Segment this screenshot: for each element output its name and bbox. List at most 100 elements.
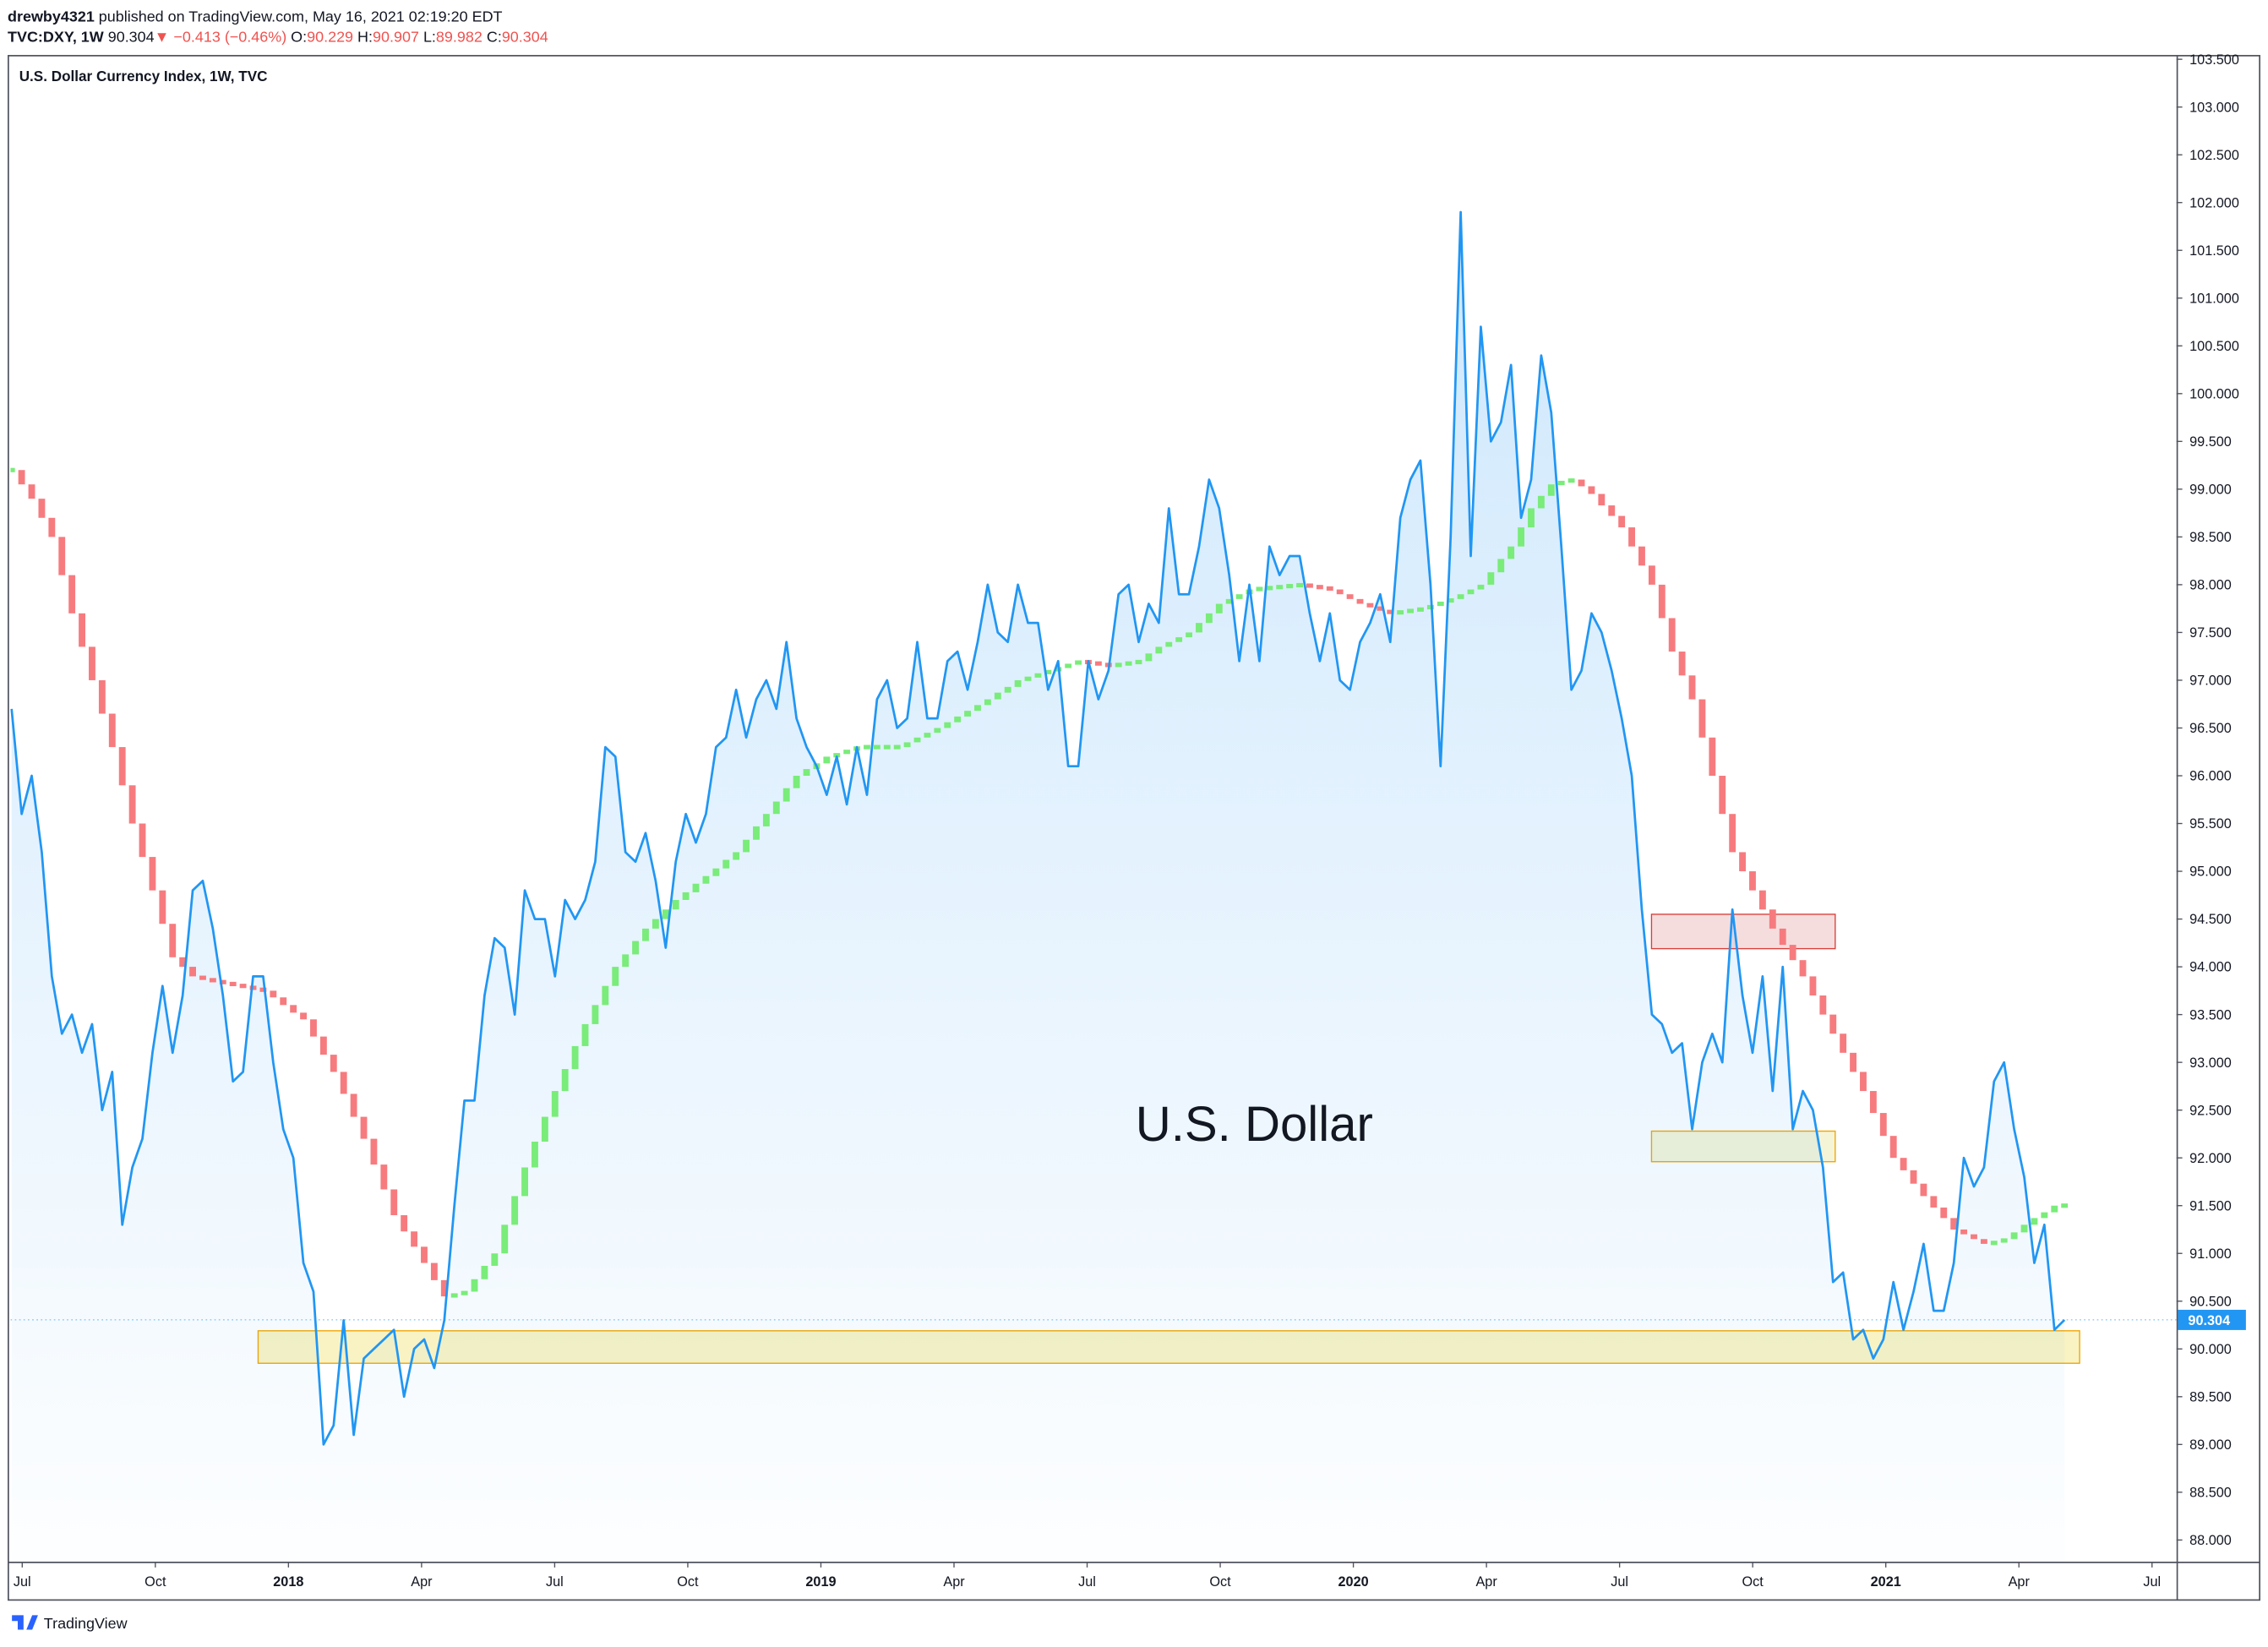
ma-block: [1769, 909, 1776, 929]
ma-block: [199, 975, 206, 980]
ma-block: [753, 826, 760, 840]
ma-block: [1205, 613, 1213, 624]
change: −0.413 (−0.46%): [173, 29, 286, 46]
y-tick-label: 97.500: [2189, 625, 2232, 641]
ma-block: [1518, 527, 1525, 547]
ma-block: [38, 499, 46, 518]
ma-block: [873, 744, 880, 750]
ma-block: [1809, 976, 1817, 996]
ma-block: [1094, 661, 1102, 666]
ma-block: [1658, 584, 1666, 619]
ma-block: [2051, 1205, 2058, 1213]
arrow: ▼: [155, 29, 170, 46]
ma-block: [440, 1279, 448, 1297]
x-tick-label: Apr: [1475, 1574, 1497, 1590]
ma-block: [803, 769, 810, 776]
ma-block: [10, 467, 15, 472]
ma-block: [1598, 494, 1606, 506]
x-tick-label: Apr: [2009, 1574, 2031, 1590]
ma-block: [239, 984, 247, 989]
ma-block: [2020, 1224, 2028, 1233]
ma-block: [360, 1116, 368, 1139]
ma-block: [1276, 585, 1284, 590]
ma-block: [864, 744, 870, 750]
ma-block: [581, 1023, 589, 1046]
ma-block: [118, 747, 126, 786]
y-tick-label: 101.500: [2189, 243, 2239, 259]
ma-block: [833, 753, 841, 758]
y-tick-label: 96.000: [2189, 769, 2232, 784]
ma-block: [1235, 594, 1243, 599]
ma-block: [1215, 603, 1223, 614]
ma-block: [149, 857, 156, 891]
ma-block: [1457, 594, 1464, 599]
ma-block: [169, 924, 177, 957]
y-tick-label: 88.500: [2189, 1486, 2232, 1501]
ma-block: [883, 744, 891, 750]
ma-block: [561, 1069, 569, 1092]
y-tick-label: 96.500: [2189, 721, 2232, 736]
header-line-2: TVC:DXY, 1W 90.304▼ −0.413 (−0.46%) O:90…: [8, 29, 548, 46]
ma-block: [1910, 1170, 1917, 1184]
ma-block: [1688, 675, 1696, 700]
ma-block: [1266, 586, 1273, 591]
y-tick-label: 98.000: [2189, 578, 2232, 593]
ma-block: [1618, 515, 1626, 528]
ma-block: [1889, 1136, 1897, 1159]
ma-block: [1528, 508, 1535, 528]
chart-frame: [8, 55, 2260, 1601]
ma-block: [2000, 1238, 2008, 1243]
x-tick-label: 2019: [805, 1574, 836, 1590]
y-tick-label: 102.000: [2189, 195, 2239, 210]
y-tick-label: 91.000: [2189, 1246, 2232, 1262]
ma-block: [622, 954, 630, 968]
ma-block: [1739, 852, 1747, 872]
ma-block: [592, 1005, 599, 1024]
ma-block: [2031, 1218, 2038, 1225]
ma-block: [340, 1072, 347, 1094]
axes: 88.000 88.500 89.000 89.500 90.000 90.500 91.0…: [14, 52, 2246, 1590]
ma-block: [390, 1189, 398, 1216]
ma-block: [471, 1279, 478, 1292]
area-fill: [11, 212, 2065, 1562]
ma-block: [430, 1263, 438, 1280]
last-price: 90.304: [108, 29, 155, 46]
ma-block: [1628, 527, 1636, 547]
x-tick-label: Apr: [943, 1574, 965, 1590]
ma-block: [1165, 641, 1173, 647]
ma-block: [1729, 814, 1736, 853]
ma-block: [1900, 1158, 1907, 1170]
ma-block: [1296, 582, 1304, 588]
ma-block: [189, 967, 196, 977]
y-tick-label: 89.000: [2189, 1437, 2232, 1453]
ma-block: [903, 742, 911, 748]
ma-block: [1497, 559, 1505, 573]
ma-block: [1990, 1241, 1998, 1246]
ma-block: [1377, 606, 1384, 611]
ma-block: [712, 868, 720, 876]
ma-block: [722, 859, 730, 869]
ma-block: [1225, 598, 1233, 604]
ma-block: [1799, 960, 1807, 977]
y-tick-label: 94.500: [2189, 912, 2232, 927]
x-tick-label: Oct: [1209, 1574, 1231, 1590]
ma-block: [1034, 673, 1042, 678]
ma-block: [762, 814, 770, 826]
y-tick-label: 102.500: [2189, 148, 2239, 163]
y-tick-label: 103.000: [2189, 100, 2239, 115]
y-tick-label: 93.000: [2189, 1055, 2232, 1071]
ma-block: [68, 575, 76, 614]
x-tick-label: 2021: [1871, 1574, 1901, 1590]
ma-block: [1004, 686, 1011, 693]
symbol: TVC:DXY, 1W: [8, 29, 104, 46]
ma-block: [1920, 1183, 1927, 1197]
last-price-label: 90.304: [2188, 1313, 2230, 1328]
ma-block: [954, 716, 962, 723]
ma-block: [330, 1055, 337, 1072]
ma-block: [1819, 995, 1827, 1015]
ma-block: [964, 711, 972, 717]
ma-block: [1547, 484, 1555, 496]
ma-block: [1860, 1072, 1867, 1092]
x-tick-label: Oct: [1742, 1574, 1764, 1590]
x-tick-label: 2020: [1338, 1574, 1369, 1590]
